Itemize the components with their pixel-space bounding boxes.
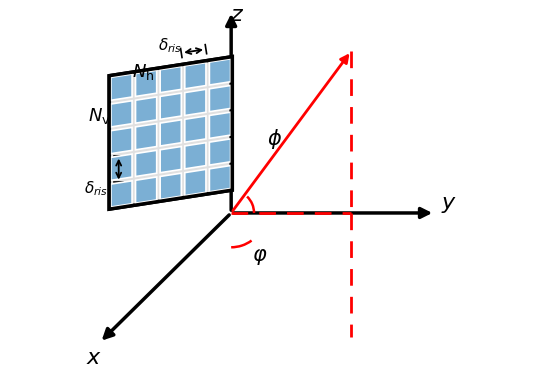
Polygon shape — [160, 93, 182, 119]
Polygon shape — [185, 169, 206, 195]
Text: $\delta_{ris}$: $\delta_{ris}$ — [84, 179, 108, 197]
Text: $N_{\rm h}$: $N_{\rm h}$ — [132, 62, 155, 82]
Polygon shape — [210, 166, 230, 192]
Polygon shape — [185, 63, 206, 89]
Polygon shape — [210, 139, 230, 165]
Polygon shape — [210, 86, 230, 112]
Polygon shape — [185, 89, 206, 116]
Polygon shape — [160, 146, 182, 173]
Polygon shape — [135, 97, 157, 123]
Text: $y$: $y$ — [441, 195, 457, 215]
Polygon shape — [111, 127, 132, 154]
Polygon shape — [111, 74, 132, 100]
Polygon shape — [109, 57, 232, 209]
Polygon shape — [185, 116, 206, 142]
Polygon shape — [111, 154, 132, 180]
Text: $z$: $z$ — [230, 5, 244, 25]
Polygon shape — [210, 59, 230, 85]
Polygon shape — [160, 66, 182, 93]
Text: $\varphi$: $\varphi$ — [252, 247, 267, 267]
Polygon shape — [111, 101, 132, 127]
Text: $\phi$: $\phi$ — [267, 127, 283, 151]
Text: $\delta_{ris}$: $\delta_{ris}$ — [158, 36, 182, 55]
Polygon shape — [160, 120, 182, 146]
Polygon shape — [160, 173, 182, 199]
Polygon shape — [135, 124, 157, 150]
Polygon shape — [111, 181, 132, 207]
Polygon shape — [135, 70, 157, 96]
Text: $x$: $x$ — [86, 348, 102, 368]
Polygon shape — [135, 150, 157, 177]
Polygon shape — [185, 143, 206, 169]
Text: $N_{\rm v}$: $N_{\rm v}$ — [89, 106, 111, 126]
Polygon shape — [135, 177, 157, 203]
Polygon shape — [210, 112, 230, 138]
